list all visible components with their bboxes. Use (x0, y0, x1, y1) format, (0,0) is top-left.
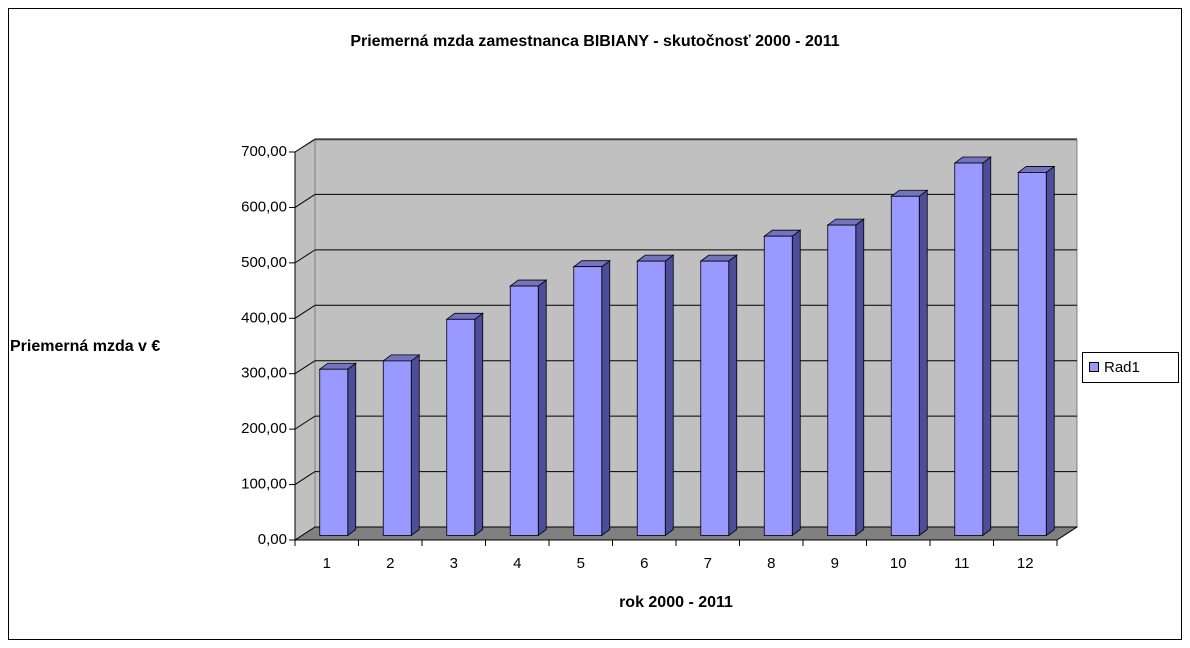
x-tick-label: 12 (1017, 555, 1034, 572)
bar-side (601, 259, 611, 537)
y-axis-title: Priemerná mzda v € (10, 338, 160, 355)
grid-line-side (294, 526, 316, 541)
bar-front (319, 368, 349, 536)
bar (890, 189, 929, 537)
legend-label: Rad1 (1104, 359, 1140, 376)
side-wall (294, 139, 316, 541)
bar (953, 156, 992, 537)
y-tick-label: 600,00 (241, 198, 287, 215)
grid-line-side (294, 360, 316, 375)
bar-front (763, 235, 793, 536)
y-tick-label: 200,00 (241, 420, 287, 437)
y-tick-label: 500,00 (241, 254, 287, 271)
bar-front (890, 195, 920, 536)
bar-front (636, 260, 666, 536)
grid-line-side (294, 471, 316, 485)
bar (572, 259, 611, 537)
bar-front (446, 318, 476, 536)
bar (636, 254, 675, 537)
bar-front (573, 266, 603, 536)
chart-title: Priemerná mzda zamestnanca BIBIANY - sku… (350, 33, 839, 50)
bar-side (728, 254, 738, 537)
legend-swatch (1089, 362, 1099, 372)
bar (763, 229, 802, 537)
bar (318, 362, 357, 537)
bar (826, 218, 865, 537)
bar (445, 312, 484, 537)
bar (1017, 165, 1056, 537)
y-tick-label: 400,00 (241, 309, 287, 326)
bar-front (509, 285, 539, 536)
x-tick-label: 3 (450, 555, 458, 572)
x-tick-label: 10 (890, 555, 907, 572)
bar-front (382, 360, 412, 536)
bar-side (410, 354, 420, 537)
x-axis-title: rok 2000 - 2011 (619, 594, 733, 611)
x-tick-label: 2 (386, 555, 394, 572)
x-tick-label: 1 (323, 555, 331, 572)
bar-front (1017, 172, 1047, 536)
x-tick-label: 11 (954, 555, 970, 572)
x-tick-label: 5 (577, 555, 585, 572)
y-tick-label: 300,00 (241, 365, 287, 382)
x-tick-label: 8 (767, 555, 775, 572)
grid-line-side (294, 415, 316, 430)
x-tick-label: 7 (704, 555, 712, 572)
bar-side (982, 156, 992, 537)
bar (699, 254, 738, 537)
grid-line-side (294, 249, 316, 264)
bar-side (347, 362, 357, 537)
grid-line-side (294, 304, 316, 319)
x-tick-label: 6 (640, 555, 648, 572)
bar-side (791, 229, 801, 537)
y-tick-label: 700,00 (241, 143, 287, 160)
grid-line-side (294, 194, 316, 208)
bar-front (827, 224, 857, 536)
bar-side (664, 254, 674, 537)
bar-front (954, 162, 984, 536)
x-tick-label: 9 (831, 555, 839, 572)
bar-side (918, 189, 928, 537)
bar-side (855, 218, 865, 537)
bar (382, 354, 421, 537)
y-tick-label: 100,00 (241, 476, 287, 493)
y-tick-label: 0,00 (258, 531, 287, 548)
x-tick-label: 4 (513, 555, 521, 572)
bar-side (1045, 165, 1055, 537)
bar-side (474, 312, 484, 537)
grid-line-side (294, 138, 316, 153)
bar-side (537, 279, 547, 537)
bar-front (700, 260, 730, 536)
bar (509, 279, 548, 537)
floor-edge (1056, 526, 1078, 541)
